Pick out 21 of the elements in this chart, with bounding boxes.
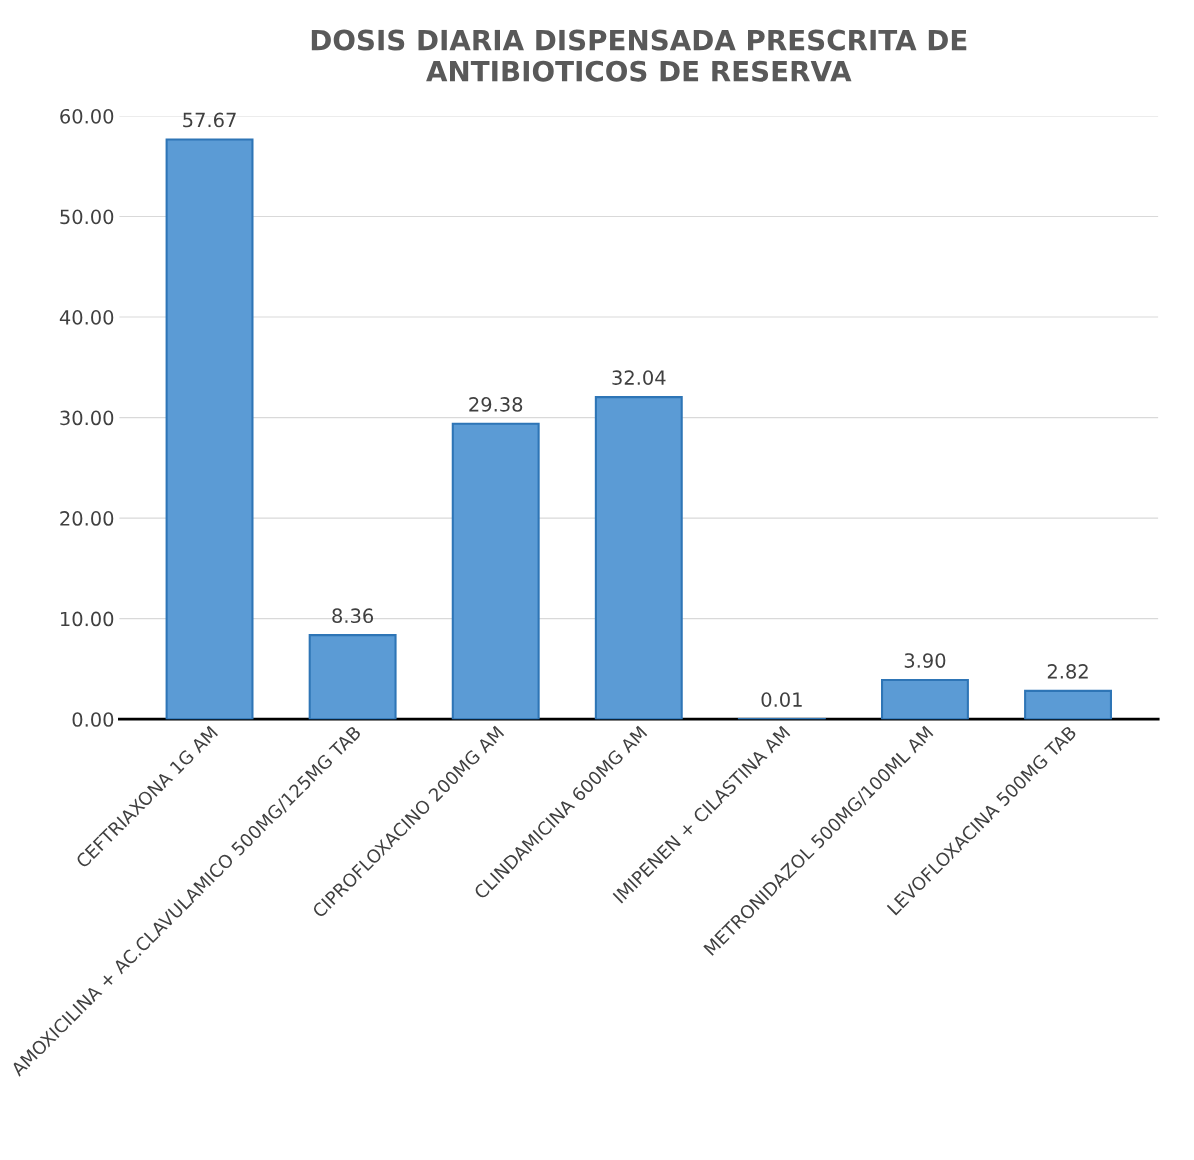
bar [165,138,254,720]
y-tick-label: 60.00 [60,108,114,124]
data-label: 57.67 [183,112,236,128]
bar [594,396,683,720]
y-tick-label: 50.00 [60,209,114,225]
bar [451,422,540,720]
data-label: 32.04 [612,370,666,385]
data-label: 2.82 [1047,664,1088,679]
bar [1024,689,1112,720]
data-label: 0.01 [761,692,802,707]
bar [880,678,969,720]
data-label: 3.90 [904,653,946,668]
data-label: 8.36 [332,608,374,624]
y-tick-label: 10.00 [61,611,114,627]
y-tick-label: 20.00 [60,511,114,526]
chart-title: DOSIS DIARIA DISPENSADA PRESCRITA DE ANTIBIOTICOS DE RESERVA [311,29,967,82]
y-tick-label: 30.00 [60,410,114,426]
y-tick-label: 40.00 [59,310,114,325]
y-tick-label: 0.00 [72,712,114,727]
bar [308,634,397,720]
data-label: 29.38 [469,397,523,412]
